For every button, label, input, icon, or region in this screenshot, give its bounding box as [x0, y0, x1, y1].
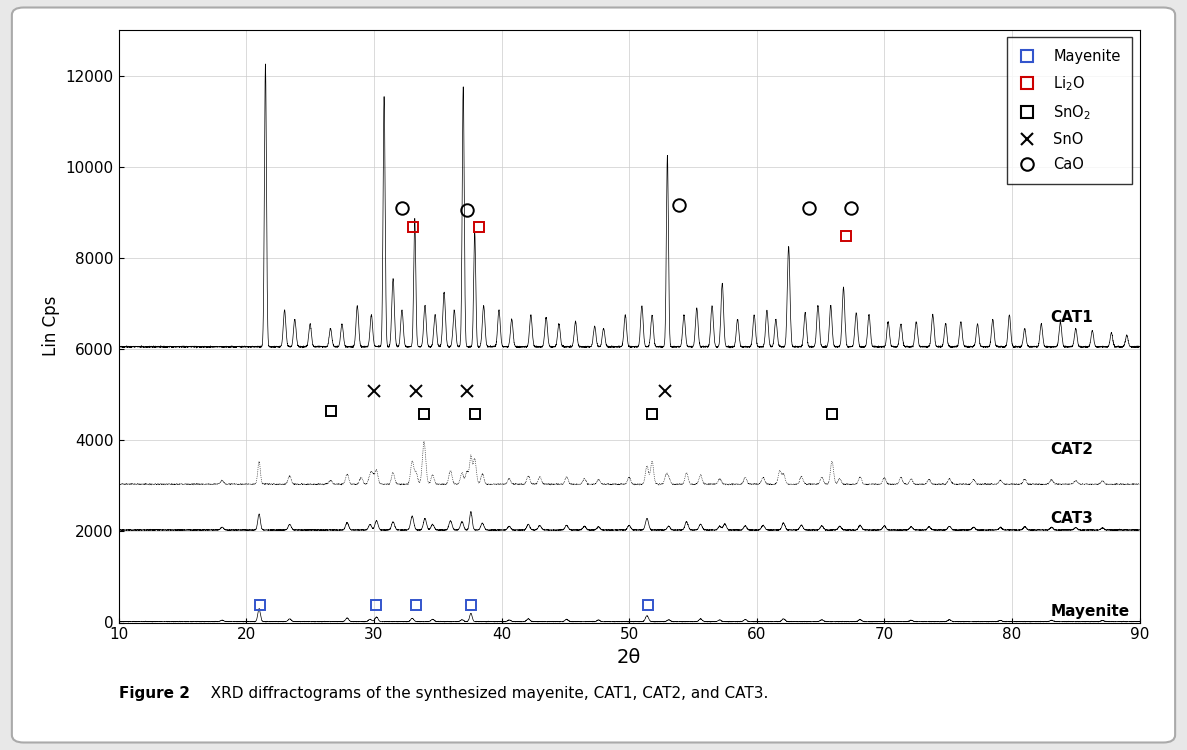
X-axis label: 2θ: 2θ	[617, 648, 641, 667]
Text: CAT2: CAT2	[1050, 442, 1093, 457]
Text: CAT1: CAT1	[1050, 310, 1093, 325]
Y-axis label: Lin Cps: Lin Cps	[43, 296, 61, 356]
Legend: Mayenite, Li$_2$O, SnO$_2$, SnO, CaO: Mayenite, Li$_2$O, SnO$_2$, SnO, CaO	[1007, 38, 1132, 184]
Text: XRD diffractograms of the synthesized mayenite, CAT1, CAT2, and CAT3.: XRD diffractograms of the synthesized ma…	[196, 686, 768, 701]
Text: Mayenite: Mayenite	[1050, 604, 1129, 619]
Text: CAT3: CAT3	[1050, 511, 1093, 526]
FancyBboxPatch shape	[12, 8, 1175, 742]
Text: Figure 2: Figure 2	[119, 686, 190, 701]
